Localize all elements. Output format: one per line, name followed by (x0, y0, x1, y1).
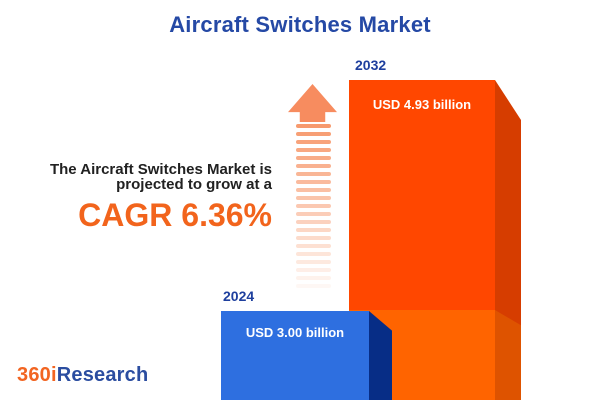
annotation-line1: The Aircraft Switches Market is (49, 161, 272, 178)
growth-arrow-icon (288, 84, 337, 122)
logo-360iresearch: 360iResearch (17, 364, 148, 387)
bar-2024-face (221, 311, 369, 400)
annotation-block: The Aircraft Switches Market is projecte… (0, 162, 272, 231)
annotation-line2: projected to grow at a (116, 176, 272, 193)
year-label-2032: 2032 (355, 57, 387, 73)
growth-arrow-trail (296, 124, 331, 292)
bar-2032-lower-side (495, 310, 521, 400)
year-label-2024: 2024 (223, 288, 255, 304)
bar-2024-value: USD 3.00 billion (245, 325, 345, 340)
cagr-value: CAGR 6.36% (78, 197, 272, 233)
bar-2024: USD 3.00 billion (221, 311, 393, 400)
bar-2032-value: USD 4.93 billion (372, 97, 472, 112)
bar-2024-side (369, 311, 392, 400)
logo-suffix: Research (56, 364, 149, 386)
page-title: Aircraft Switches Market (169, 12, 431, 37)
logo-prefix: 360i (17, 364, 57, 386)
